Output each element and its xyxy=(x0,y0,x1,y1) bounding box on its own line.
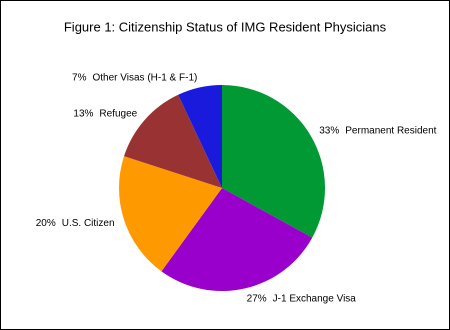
value-label: 7% xyxy=(72,72,87,83)
pie-slice xyxy=(178,85,222,188)
slice-label: 20% U.S. Citizen xyxy=(36,218,115,229)
pie-slice xyxy=(222,85,325,238)
category-label: Refugee xyxy=(99,108,137,119)
slice-label: 33% Permanent Resident xyxy=(319,125,436,136)
category-label: Permanent Resident xyxy=(345,125,436,136)
value-label: 27% xyxy=(247,293,267,304)
slice-label: 13% Refugee xyxy=(73,108,137,119)
slice-label: 7% Other Visas (H-1 & F-1) xyxy=(72,72,197,83)
slice-label: 27% J-1 Exchange Visa xyxy=(247,293,357,304)
chart-title: Figure 1: Citizenship Status of IMG Resi… xyxy=(64,19,387,34)
category-label: Other Visas (H-1 & F-1) xyxy=(93,72,198,83)
pie-slice xyxy=(118,156,222,272)
value-label: 33% xyxy=(319,125,339,136)
category-label: J-1 Exchange Visa xyxy=(273,293,357,304)
category-label: U.S. Citizen xyxy=(62,218,115,229)
pie-slice xyxy=(124,94,222,188)
value-label: 20% xyxy=(36,218,56,229)
pie-slice xyxy=(161,188,313,292)
value-label: 13% xyxy=(73,108,93,119)
